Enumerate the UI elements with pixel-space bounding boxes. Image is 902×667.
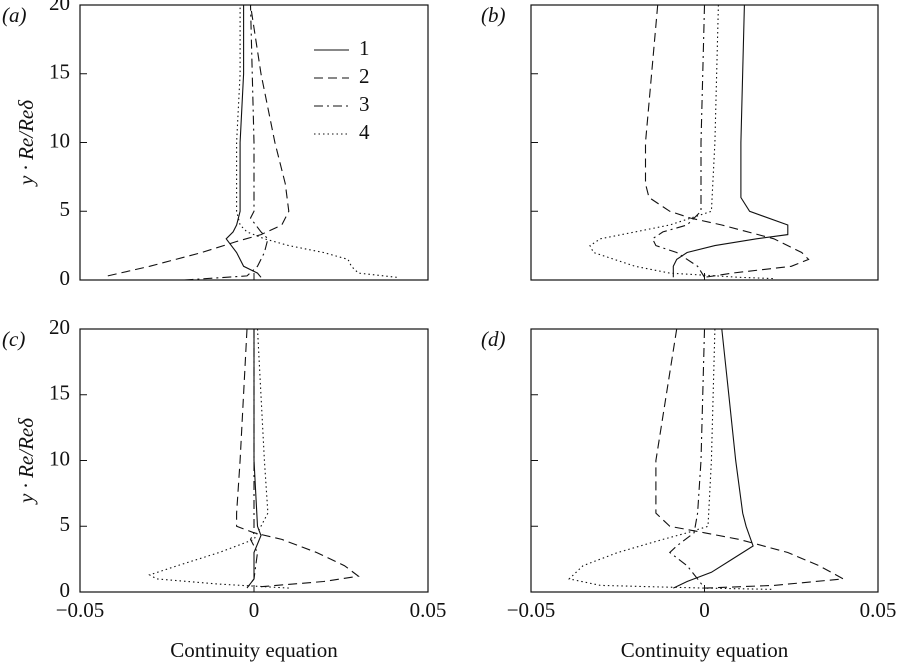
y-tick-label: 10 <box>49 128 70 152</box>
series-line <box>651 4 706 278</box>
panel-label: (b) <box>481 3 506 27</box>
series-line <box>655 328 846 589</box>
x-tick-label: 0.05 <box>860 598 897 622</box>
legend-label: 2 <box>359 64 370 88</box>
x-tick-label: 0 <box>249 598 260 622</box>
x-tick-label: −0.05 <box>56 598 105 622</box>
series-line <box>673 328 754 589</box>
y-tick-label: 5 <box>60 512 71 536</box>
series-line <box>568 328 774 590</box>
plot-frame <box>530 328 879 593</box>
y-tick-label: 20 <box>49 0 70 15</box>
series-line <box>589 4 774 280</box>
series-line <box>184 4 269 281</box>
x-axis-label: Continuity equation <box>170 638 338 662</box>
y-tick-label: 15 <box>49 60 70 84</box>
legend-label: 3 <box>359 92 370 116</box>
panel-label: (c) <box>2 327 25 351</box>
y-tick-label: 20 <box>49 315 70 339</box>
series-line <box>107 4 290 277</box>
series-line <box>246 329 259 589</box>
series-line <box>236 5 397 278</box>
y-tick-label: 0 <box>60 266 71 290</box>
series-line <box>148 328 289 589</box>
panel-label: (a) <box>2 3 27 27</box>
y-tick-label: 5 <box>60 197 71 221</box>
series-line <box>236 328 360 588</box>
x-axis-label: Continuity equation <box>621 638 789 662</box>
legend-label: 4 <box>359 120 370 144</box>
plot-frame <box>530 4 879 281</box>
series-line <box>672 4 789 278</box>
y-tick-label: 10 <box>49 446 70 470</box>
y-axis-label: y · Re/Reδ <box>14 417 38 505</box>
y-tick-label: 0 <box>60 578 71 602</box>
series-line <box>225 5 262 278</box>
y-axis-label: y · Re/Reδ <box>14 99 38 187</box>
x-tick-label: 0.05 <box>410 598 447 622</box>
panel-label: (d) <box>481 327 506 351</box>
series-line <box>644 4 810 278</box>
y-tick-label: 15 <box>49 381 70 405</box>
x-tick-label: −0.05 <box>507 598 556 622</box>
x-tick-label: 0 <box>699 598 710 622</box>
legend-label: 1 <box>359 36 370 60</box>
series-line <box>668 328 706 589</box>
